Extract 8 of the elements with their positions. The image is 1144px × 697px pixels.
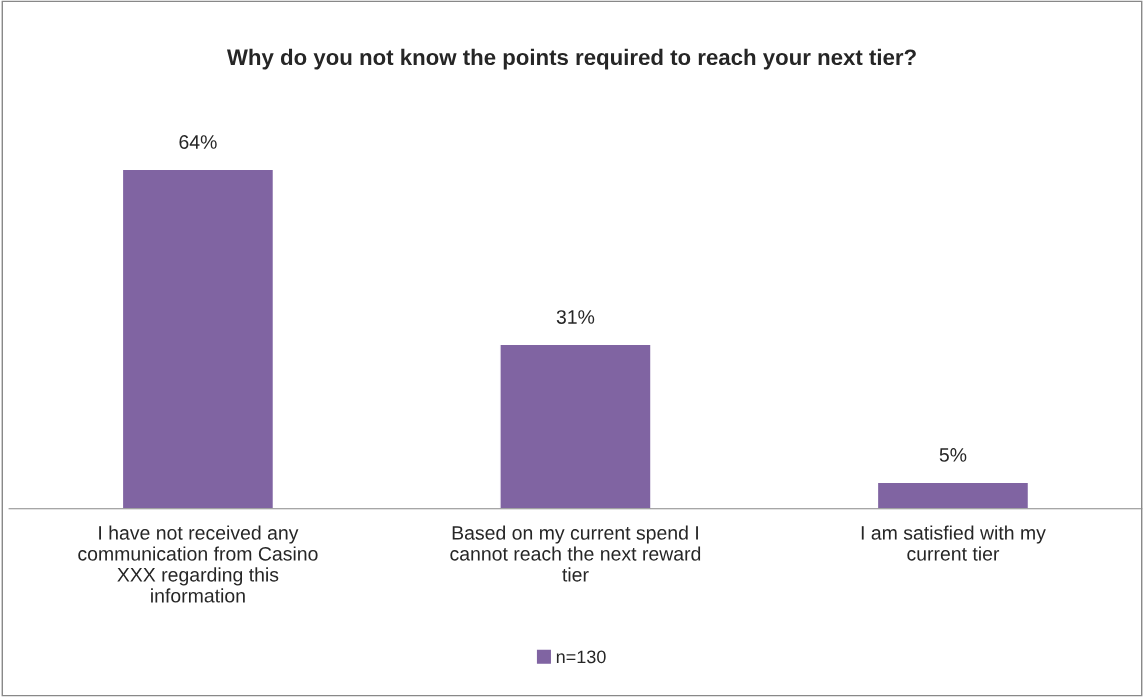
data-label: 31%	[556, 310, 595, 324]
data-label: 5%	[939, 448, 967, 462]
data-label: 64%	[179, 135, 217, 149]
x-tick-label: I am satisfied with my current tier	[861, 525, 1046, 561]
legend-label: n=130	[556, 650, 606, 664]
chart-title: Why do you not know the points required to reach your next tier?	[226, 48, 916, 70]
x-tick-label: Based on my current spend I cannot reach the next reward tier	[450, 525, 701, 582]
x-tick-label: I have not received any communication from Casino XXX regarding this information	[78, 525, 318, 603]
